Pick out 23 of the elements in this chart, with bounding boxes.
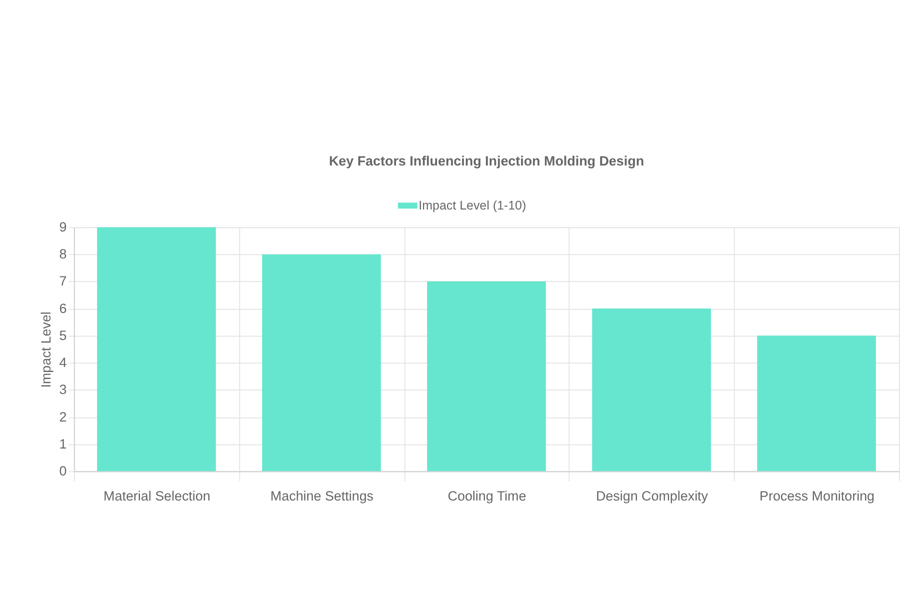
y-axis-title: Impact Level — [38, 312, 54, 388]
y-tick-label: 1 — [59, 436, 67, 452]
y-tick-label: 0 — [59, 464, 67, 479]
y-tick-label: 4 — [59, 355, 68, 370]
y-tick-label: 5 — [59, 328, 67, 343]
y-tick-label: 3 — [59, 382, 67, 398]
y-tick-label: 8 — [59, 246, 67, 262]
chart-title: Key Factors Influencing Injection Molding Design — [328, 154, 644, 169]
bar — [757, 336, 876, 472]
y-tick-label: 9 — [59, 220, 67, 235]
x-tick-label: Cooling Time — [448, 488, 526, 504]
legend-label: Impact Level (1-10) — [418, 198, 526, 212]
x-tick-label: Machine Settings — [270, 488, 374, 504]
y-tick-label: 2 — [59, 409, 67, 424]
x-tick-label: Material Selection — [104, 488, 210, 504]
x-tick-label: Process Monitoring — [760, 488, 875, 504]
y-tick-label: 6 — [59, 300, 67, 316]
y-tick-label: 7 — [59, 274, 67, 289]
bar — [592, 308, 711, 472]
bar — [97, 227, 216, 472]
bar — [427, 281, 546, 472]
x-tick-label: Design Complexity — [596, 488, 708, 504]
bar — [262, 254, 381, 472]
